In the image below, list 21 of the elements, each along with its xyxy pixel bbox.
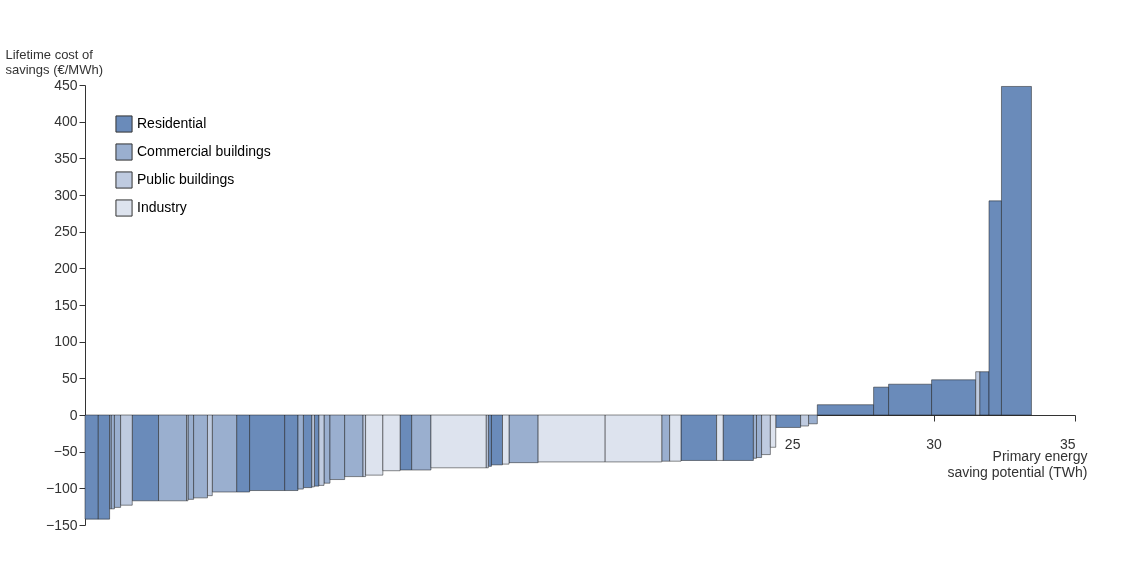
- legend-label: Commercial buildings: [137, 143, 271, 159]
- legend-label: Public buildings: [137, 171, 235, 187]
- y-tick-label: 300: [54, 186, 78, 203]
- y-tick-label: 450: [54, 76, 78, 93]
- x-tick-label: 25: [784, 435, 801, 452]
- y-tick-label: −100: [45, 479, 78, 496]
- y-tick-label: 350: [54, 149, 78, 166]
- y-tick-label: 250: [54, 223, 78, 240]
- y-tick-label: 400: [54, 113, 78, 130]
- legend-label: Industry: [137, 199, 187, 215]
- x-tick-label: 35: [1059, 435, 1076, 452]
- y-tick-label: 0: [69, 406, 78, 423]
- x-tick-label: 30: [926, 435, 943, 452]
- legend-label: Residential: [137, 115, 207, 131]
- y-tick-label: 200: [54, 259, 78, 276]
- y-axis-title: Lifetime cost of savings (€/MWh): [5, 46, 104, 77]
- y-tick-label: 100: [54, 333, 78, 350]
- y-tick-label: −150: [45, 516, 78, 533]
- y-tick-label: 50: [61, 369, 78, 386]
- y-tick-label: −50: [53, 443, 78, 460]
- y-tick-label: 150: [54, 296, 78, 313]
